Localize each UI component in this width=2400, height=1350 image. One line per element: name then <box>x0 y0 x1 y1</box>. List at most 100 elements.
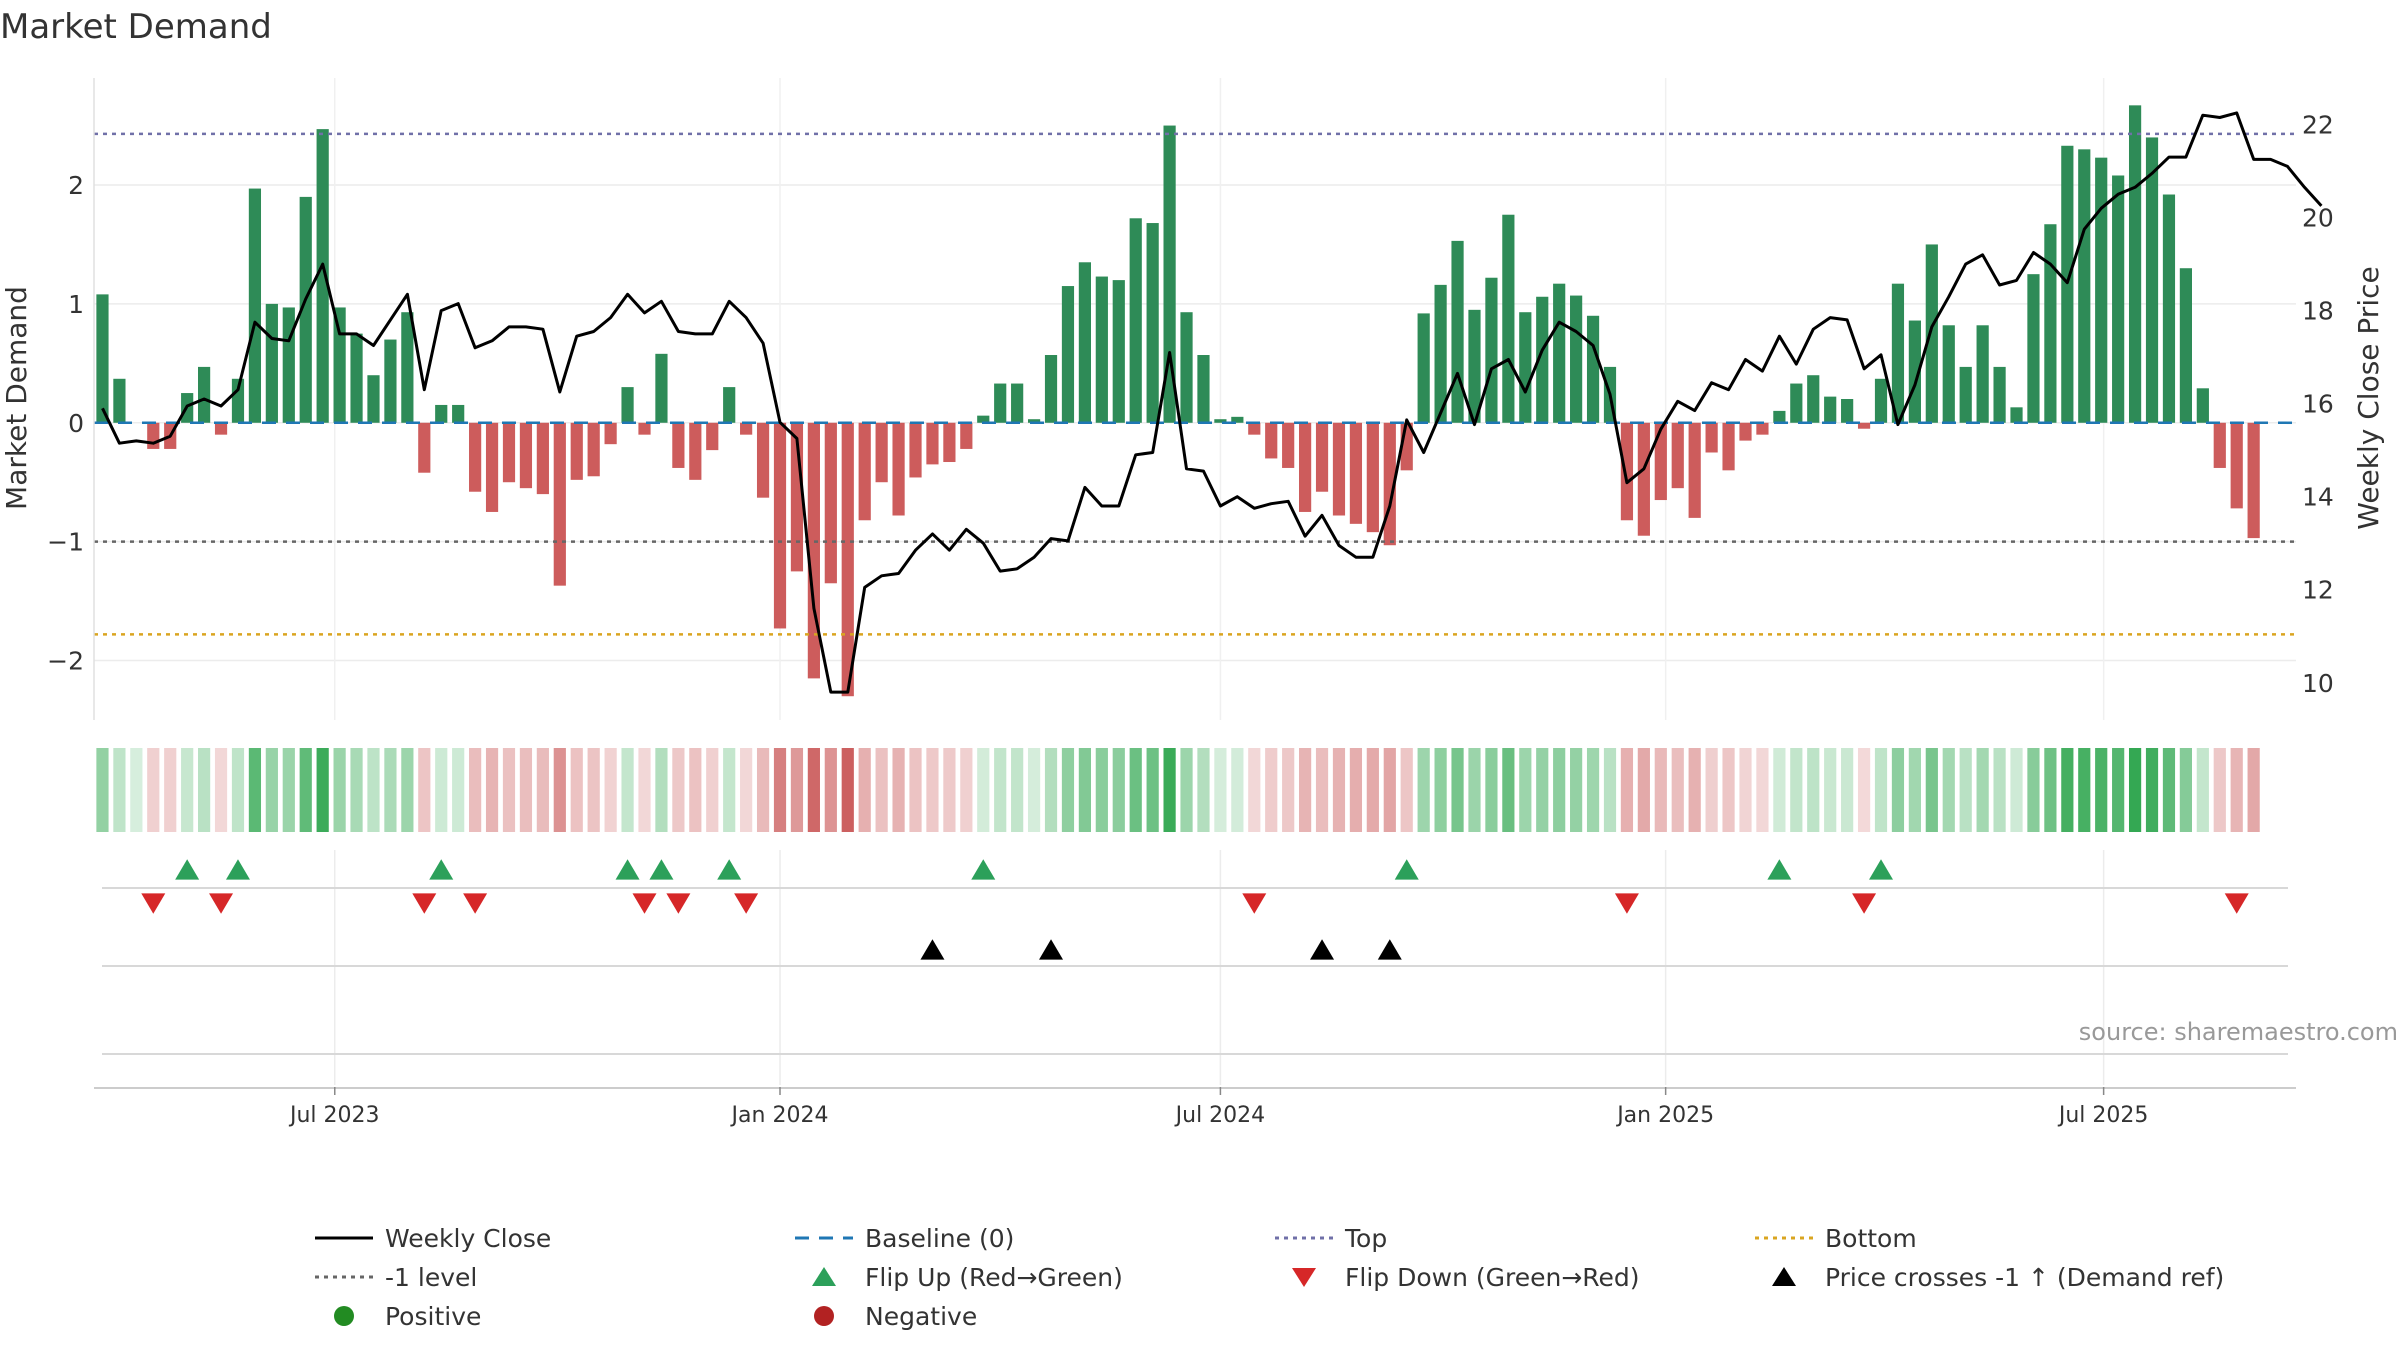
demand-bar <box>2247 422 2260 539</box>
heat-cell <box>147 748 160 832</box>
heat-cell <box>790 748 804 832</box>
heat-cell <box>367 748 380 832</box>
demand-bar <box>333 307 346 423</box>
heat-cell <box>536 748 549 832</box>
heat-cell <box>1265 748 1278 832</box>
heat-cell <box>638 748 651 832</box>
demand-bar <box>621 387 634 423</box>
reference-lines <box>94 132 2296 636</box>
flip-down-marker <box>1242 893 1267 914</box>
demand-bar <box>1417 313 1430 423</box>
demand-bar <box>553 422 566 586</box>
demand-bar <box>1315 422 1329 492</box>
legend-item: Flip Down (Green→Red) <box>1292 1263 1640 1292</box>
event-markers <box>94 859 2296 1089</box>
heat-cell <box>1366 748 1379 832</box>
heat-cell <box>231 748 245 832</box>
demand-bar <box>1807 375 1820 423</box>
heat-cell <box>2213 748 2226 832</box>
demand-bar <box>858 422 871 521</box>
heat-cell <box>452 748 465 832</box>
demand-bars <box>96 105 2260 697</box>
demand-bar <box>401 312 414 423</box>
x-tick-label: Jan 2025 <box>1615 1103 1714 1128</box>
heat-cell <box>1383 748 1396 832</box>
demand-bar <box>452 404 465 423</box>
demand-bar <box>909 422 922 478</box>
heat-cell <box>519 748 533 832</box>
y-tick-left: 2 <box>68 171 84 200</box>
demand-bar <box>2112 175 2125 423</box>
heat-cell <box>1739 748 1752 832</box>
heat-cell <box>1315 748 1329 832</box>
heat-cell <box>316 748 329 832</box>
demand-bar <box>1078 262 1091 423</box>
demand-bar <box>655 353 668 423</box>
heat-cell <box>858 748 871 832</box>
heat-cell <box>672 748 685 832</box>
demand-bar <box>2010 407 2023 423</box>
heat-cell <box>1790 748 1803 832</box>
demand-bar <box>2162 194 2176 423</box>
heat-cell <box>350 748 363 832</box>
legend-label: -1 level <box>385 1263 477 1292</box>
x-tick-label: Jul 2025 <box>2057 1103 2149 1128</box>
demand-bar <box>231 378 245 423</box>
heat-cell <box>841 748 854 832</box>
heat-cell <box>1519 748 1532 832</box>
heat-cell <box>1959 748 1972 832</box>
legend-item: Top <box>1275 1224 1387 1253</box>
demand-bar <box>2230 422 2243 509</box>
heat-cell <box>1282 748 1295 832</box>
flip-down-marker <box>666 893 691 914</box>
flip-down-marker <box>2224 893 2249 914</box>
heat-cell <box>1214 748 1227 832</box>
demand-bar <box>2061 145 2074 423</box>
flip-down-marker <box>1614 893 1639 914</box>
demand-bar <box>1891 283 1905 423</box>
heat-cell <box>1688 748 1701 832</box>
source-label: source: sharemaestro.com <box>2079 1018 2398 1046</box>
heat-cell <box>1078 748 1091 832</box>
demand-bar <box>977 415 990 423</box>
heat-cell <box>282 748 295 832</box>
heat-cell <box>469 748 482 832</box>
heat-cell <box>1451 748 1464 832</box>
demand-bar <box>384 339 397 423</box>
demand-bar <box>1027 419 1041 423</box>
demand-bar <box>299 196 312 423</box>
demand-bar <box>367 375 380 423</box>
heat-cell <box>1011 748 1024 832</box>
x-tick-label: Jan 2024 <box>730 1103 829 1128</box>
demand-bar <box>1180 312 1193 423</box>
demand-bar <box>824 422 837 584</box>
demand-bar <box>1993 366 2006 423</box>
x-tick-label: Jul 2023 <box>288 1103 380 1128</box>
heat-cell <box>1299 748 1312 832</box>
legend-swatch <box>334 1306 354 1326</box>
legend-label: Positive <box>385 1302 481 1331</box>
demand-bar <box>1299 422 1312 512</box>
heat-cell <box>1468 748 1481 832</box>
demand-bar <box>113 378 126 423</box>
heat-cell <box>384 748 397 832</box>
demand-bar <box>1671 422 1684 489</box>
price-cross-marker <box>1377 939 1402 960</box>
demand-bar <box>1908 320 1921 423</box>
heat-cell <box>1637 748 1650 832</box>
demand-bar <box>418 422 431 473</box>
heat-cell <box>1485 748 1498 832</box>
flip-up-marker <box>717 859 742 880</box>
y-axis-label-right: Weekly Close Price <box>2352 266 2385 529</box>
demand-bar <box>1620 422 1634 521</box>
demand-bar <box>1366 422 1379 533</box>
heat-cell <box>1908 748 1921 832</box>
heat-cell <box>875 748 888 832</box>
flip-down-marker <box>734 893 759 914</box>
heat-cell <box>1874 748 1888 832</box>
demand-bar <box>536 422 549 495</box>
heat-cell <box>2010 748 2023 832</box>
heat-cell <box>977 748 990 832</box>
demand-bar <box>1773 410 1786 423</box>
heat-cell <box>604 748 617 832</box>
